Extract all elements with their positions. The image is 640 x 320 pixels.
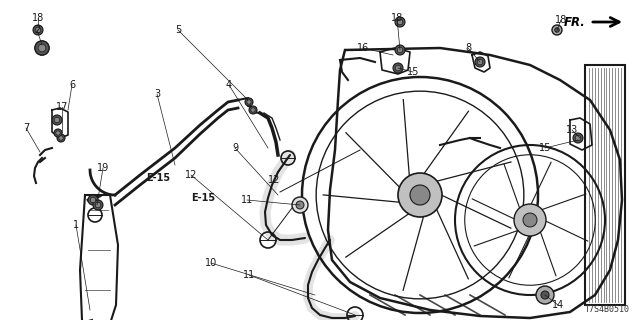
Circle shape: [35, 41, 49, 55]
Circle shape: [59, 136, 63, 140]
Text: 2: 2: [34, 25, 40, 35]
Circle shape: [573, 133, 583, 143]
Circle shape: [536, 286, 554, 304]
Text: 16: 16: [357, 43, 369, 53]
Circle shape: [54, 117, 60, 123]
Circle shape: [396, 65, 401, 71]
Circle shape: [575, 135, 580, 141]
Text: 18: 18: [555, 15, 567, 25]
Text: 13: 13: [566, 125, 578, 135]
Circle shape: [292, 197, 308, 213]
Circle shape: [398, 173, 442, 217]
Circle shape: [395, 17, 405, 27]
Circle shape: [296, 201, 304, 209]
Text: T7S4B0510: T7S4B0510: [585, 305, 630, 314]
Circle shape: [38, 44, 46, 52]
Circle shape: [410, 185, 430, 205]
Text: 5: 5: [175, 25, 181, 35]
Text: 1: 1: [73, 220, 79, 230]
Circle shape: [33, 25, 43, 35]
Circle shape: [35, 27, 41, 33]
Text: 18: 18: [32, 13, 44, 23]
Circle shape: [54, 129, 62, 137]
Text: 15: 15: [407, 67, 419, 77]
Text: 8: 8: [465, 43, 471, 53]
Text: 15: 15: [539, 143, 551, 153]
Text: 9: 9: [232, 143, 238, 153]
Circle shape: [251, 108, 255, 112]
Circle shape: [395, 45, 405, 55]
Circle shape: [93, 200, 103, 210]
Text: 12: 12: [268, 175, 280, 185]
Circle shape: [523, 213, 537, 227]
Text: 12: 12: [185, 170, 197, 180]
Circle shape: [393, 63, 403, 73]
Text: 6: 6: [69, 80, 75, 90]
Circle shape: [555, 28, 559, 32]
Text: 4: 4: [226, 80, 232, 90]
Circle shape: [397, 47, 403, 53]
Text: 18: 18: [391, 13, 403, 23]
Text: 7: 7: [23, 123, 29, 133]
Text: 14: 14: [552, 300, 564, 310]
Circle shape: [56, 131, 60, 135]
Circle shape: [475, 57, 485, 67]
Text: 3: 3: [154, 89, 160, 99]
Circle shape: [541, 291, 549, 299]
Circle shape: [95, 202, 100, 208]
Circle shape: [245, 98, 253, 106]
Circle shape: [552, 25, 562, 35]
Text: 11: 11: [241, 195, 253, 205]
Circle shape: [52, 115, 62, 125]
Text: 10: 10: [205, 258, 217, 268]
Text: E-15: E-15: [191, 193, 215, 203]
Circle shape: [397, 19, 403, 25]
Circle shape: [514, 204, 546, 236]
Circle shape: [88, 195, 98, 205]
Text: 11: 11: [243, 270, 255, 280]
Text: E-15: E-15: [146, 173, 170, 183]
Text: FR.: FR.: [564, 15, 586, 28]
Circle shape: [477, 59, 483, 65]
Circle shape: [247, 100, 252, 104]
Circle shape: [90, 197, 96, 203]
Circle shape: [249, 106, 257, 114]
Text: 17: 17: [56, 102, 68, 112]
Text: 19: 19: [97, 163, 109, 173]
Bar: [585, 65, 625, 305]
Circle shape: [57, 134, 65, 142]
